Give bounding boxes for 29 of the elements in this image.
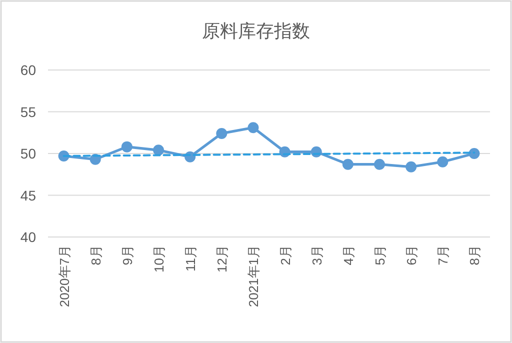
x-tick-label: 8月 xyxy=(88,245,104,266)
point xyxy=(248,122,259,134)
x-tick-label: 2月 xyxy=(278,245,293,266)
y-tick-label: 60 xyxy=(20,62,36,78)
point xyxy=(121,141,132,152)
x-tick-label: 5月 xyxy=(372,245,388,266)
y-tick-label: 40 xyxy=(20,229,36,245)
x-tick-label: 8月 xyxy=(467,245,482,266)
point xyxy=(216,128,228,139)
point xyxy=(153,144,164,156)
x-tick-label: 2020年7月 xyxy=(56,245,72,308)
x-tick-label: 4月 xyxy=(340,245,356,266)
x-tick-label: 9月 xyxy=(120,245,135,266)
y-tick-label: 50 xyxy=(20,146,36,162)
x-tick-label: 11月 xyxy=(183,245,198,272)
x-tick-label: 3月 xyxy=(309,245,324,266)
x-tick-label: 2021年1月 xyxy=(246,245,262,308)
y-tick-label: 55 xyxy=(20,104,36,120)
x-tick-label: 12月 xyxy=(214,245,230,272)
x-tick-label: 6月 xyxy=(404,245,420,266)
x-tick-label: 7月 xyxy=(436,245,451,266)
point xyxy=(437,156,448,168)
point xyxy=(342,158,354,170)
point xyxy=(406,161,417,172)
y-tick-label: 45 xyxy=(20,187,36,204)
x-tick-label: 10月 xyxy=(152,245,166,272)
point xyxy=(374,158,385,170)
point xyxy=(468,148,480,159)
chart-title: 原料库存指数 xyxy=(202,21,310,41)
